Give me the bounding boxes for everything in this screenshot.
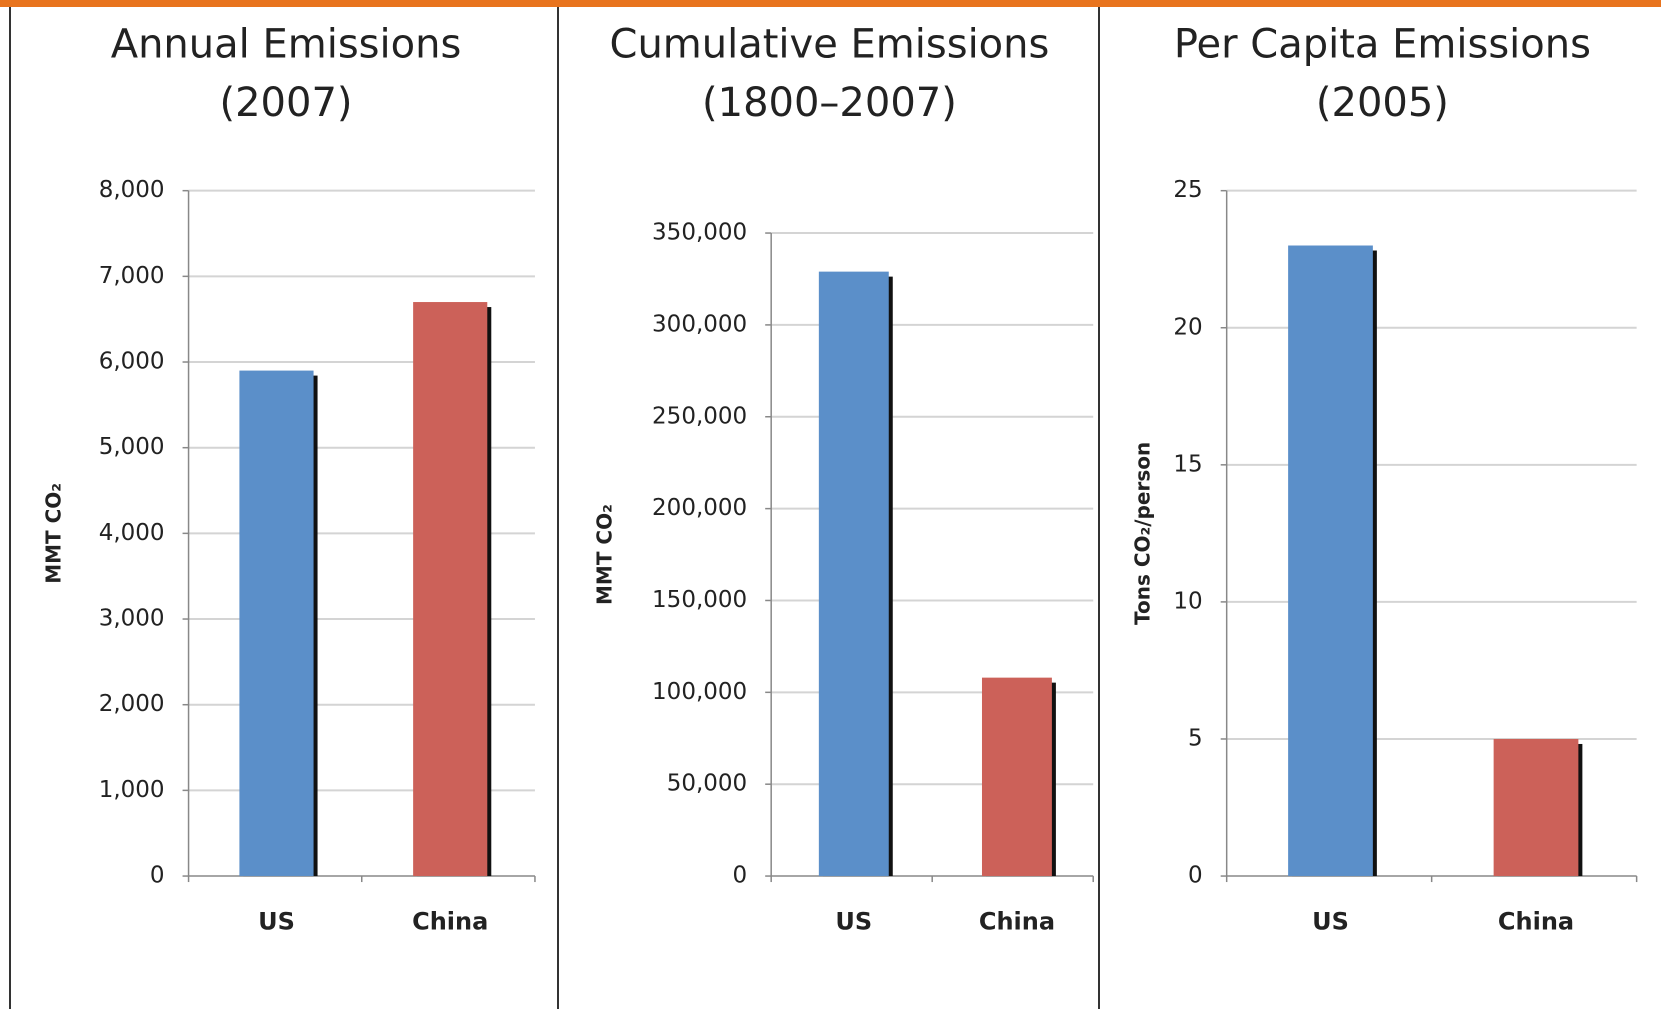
chart-title: Per Capita Emissions [1174,22,1591,68]
chart-title: Annual Emissions [111,22,462,68]
y-tick-label: 20 [1173,314,1202,340]
y-tick-label: 200,000 [652,495,747,521]
y-tick-label: 50,000 [667,771,747,797]
x-tick-label: US [835,908,872,936]
y-tick-label: 2,000 [99,691,165,717]
y-tick-label: 5,000 [99,434,165,460]
x-tick-label: US [1312,908,1349,936]
y-axis-label: MMT CO₂ [592,504,616,605]
y-tick-label: 300,000 [652,311,747,337]
bar [239,370,314,877]
bar [981,677,1052,877]
bar [1493,738,1579,877]
x-tick-label: China [979,908,1055,936]
chart-subtitle: (2005) [1316,80,1449,126]
top-border [0,0,1661,7]
bar [818,271,889,877]
x-tick-label: China [1498,908,1574,936]
x-tick-label: US [258,908,295,936]
y-tick-label: 10 [1173,588,1202,614]
bar [413,302,488,877]
y-tick-label: 250,000 [652,403,747,429]
y-tick-label: 0 [1188,863,1203,889]
chart-title: Cumulative Emissions [610,22,1050,68]
y-tick-label: 5 [1188,725,1203,751]
chart-subtitle: (1800–2007) [702,80,957,126]
y-tick-label: 8,000 [99,177,165,203]
y-tick-label: 350,000 [652,220,747,246]
y-tick-label: 0 [150,863,165,889]
y-tick-label: 7,000 [99,263,165,289]
x-tick-label: China [412,908,488,936]
y-tick-label: 150,000 [652,587,747,613]
bar [1288,245,1373,877]
y-tick-label: 25 [1173,177,1202,203]
y-tick-label: 4,000 [99,520,165,546]
y-axis-label: MMT CO₂ [42,483,66,584]
y-tick-label: 0 [733,863,748,889]
y-axis-label: Tons CO₂/person [1131,442,1155,625]
y-tick-label: 100,000 [652,679,747,705]
y-tick-label: 1,000 [99,777,165,803]
y-tick-label: 15 [1173,451,1202,477]
chart-subtitle: (2007) [220,80,353,126]
y-tick-label: 3,000 [99,606,165,632]
y-tick-label: 6,000 [99,349,165,375]
